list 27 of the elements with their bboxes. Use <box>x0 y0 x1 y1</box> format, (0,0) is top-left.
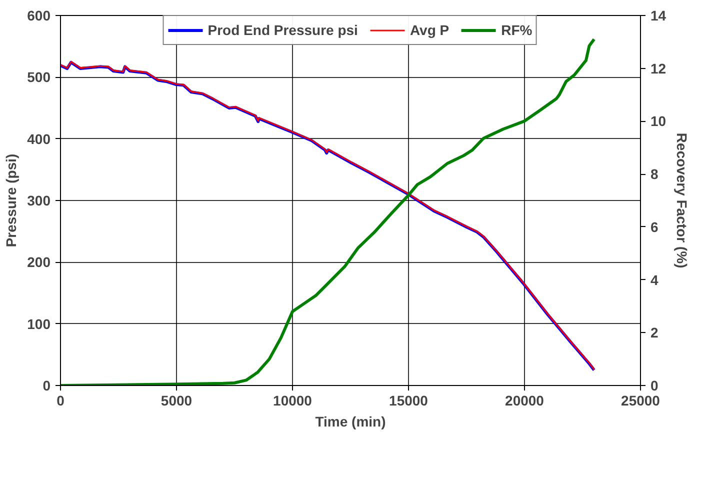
y2-tick-label: 14 <box>650 8 666 24</box>
y2-tick-label: 6 <box>650 218 658 235</box>
y-tick-label: 500 <box>27 69 51 86</box>
y2-tick-label: 8 <box>650 166 658 182</box>
y-tick-label: 0 <box>42 378 51 394</box>
y2-tick-label: 0 <box>650 378 658 394</box>
y2-tick-label: 2 <box>650 324 658 341</box>
y-axis-title: Pressure (psi) <box>3 154 20 248</box>
legend-label: RF% <box>501 22 532 38</box>
y2-tick-label: 10 <box>650 113 666 130</box>
x-tick-label: 15000 <box>389 392 428 408</box>
legend-label: Avg P <box>410 22 450 38</box>
y-tick-label: 200 <box>27 254 51 270</box>
y2-tick-label: 4 <box>650 272 658 288</box>
x-tick-label: 25000 <box>621 392 660 408</box>
x-tick-label: 10000 <box>273 392 312 408</box>
y-tick-label: 400 <box>27 130 51 147</box>
x-tick-label: 20000 <box>505 392 544 408</box>
y-tick-label: 100 <box>27 316 51 332</box>
legend-label: Prod End Pressure psi <box>208 22 358 38</box>
x-axis-title: Time (min) <box>315 414 386 430</box>
y2-axis-title: Recovery Factor (%) <box>674 132 690 268</box>
x-tick-label: 5000 <box>160 392 192 408</box>
y2-tick-label: 12 <box>650 60 666 76</box>
y-tick-label: 600 <box>27 8 51 24</box>
y-tick-label: 300 <box>27 192 51 208</box>
x-tick-label: 0 <box>56 392 65 408</box>
